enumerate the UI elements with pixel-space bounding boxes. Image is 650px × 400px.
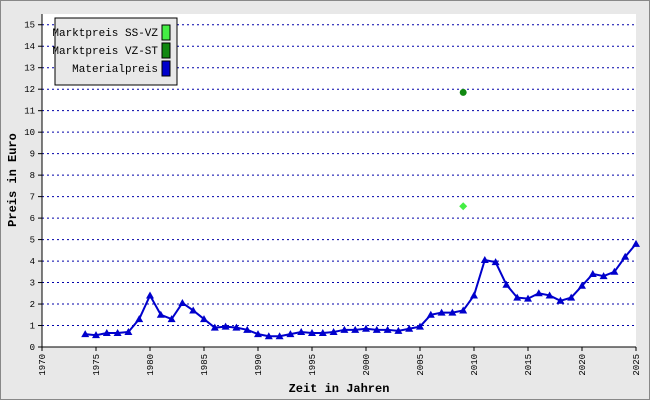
x-tick-label: 2015 xyxy=(524,354,534,376)
marker xyxy=(264,332,273,340)
marker xyxy=(200,315,208,323)
marker xyxy=(146,291,154,299)
x-tick-label: 1970 xyxy=(38,354,48,376)
marker xyxy=(578,281,586,289)
legend-swatch xyxy=(161,24,171,41)
marker xyxy=(275,332,284,340)
marker xyxy=(340,325,349,333)
y-tick-label: 5 xyxy=(30,236,35,246)
y-tick-label: 1 xyxy=(30,322,35,332)
x-tick-label: 1980 xyxy=(146,354,156,376)
x-tick-label: 1975 xyxy=(92,354,102,376)
marker xyxy=(329,327,338,335)
marker xyxy=(124,327,133,335)
legend-swatch xyxy=(161,60,171,77)
y-tick-label: 0 xyxy=(30,343,35,353)
x-tick-label: 2020 xyxy=(578,354,588,376)
marker xyxy=(210,323,219,331)
legend-label: Marktpreis SS-VZ xyxy=(52,28,158,40)
marker xyxy=(178,298,187,306)
y-tick-label: 7 xyxy=(30,193,35,203)
y-tick-label: 3 xyxy=(30,279,35,289)
marker xyxy=(502,280,511,288)
x-axis-title: Zeit in Jahren xyxy=(289,382,390,396)
y-tick-label: 4 xyxy=(30,257,35,267)
series-line xyxy=(85,243,637,338)
marker xyxy=(416,322,424,330)
marker xyxy=(189,306,198,314)
legend-label: Materialpreis xyxy=(72,64,158,76)
legend-swatch xyxy=(161,42,171,59)
marker xyxy=(286,330,295,338)
legend-label: Marktpreis VZ-ST xyxy=(52,46,158,58)
marker xyxy=(588,269,597,277)
marker xyxy=(491,258,500,266)
y-tick-label: 14 xyxy=(24,42,35,52)
x-tick-label: 2010 xyxy=(470,354,480,376)
marker xyxy=(437,308,446,316)
marker xyxy=(459,306,468,314)
marker xyxy=(221,322,230,330)
x-tick-label: 2005 xyxy=(416,354,426,376)
marker xyxy=(232,323,241,331)
marker xyxy=(92,331,100,339)
marker xyxy=(610,267,619,275)
marker xyxy=(534,289,543,297)
marker xyxy=(448,308,457,316)
marker xyxy=(459,202,468,211)
y-tick-label: 10 xyxy=(24,128,35,138)
marker xyxy=(480,255,489,263)
marker xyxy=(81,330,90,338)
marker xyxy=(243,325,252,333)
marker xyxy=(135,315,144,323)
marker xyxy=(297,327,306,335)
marker xyxy=(383,325,392,333)
legend-box xyxy=(54,17,178,86)
y-tick-label: 9 xyxy=(30,150,35,160)
marker xyxy=(113,329,122,337)
y-tick-label: 6 xyxy=(30,214,35,224)
marker xyxy=(567,293,576,301)
marker xyxy=(394,326,403,334)
marker xyxy=(632,239,640,247)
marker xyxy=(513,293,522,301)
marker xyxy=(426,310,435,318)
marker xyxy=(167,315,176,323)
y-tick-label: 15 xyxy=(24,21,35,31)
marker xyxy=(372,325,381,333)
marker xyxy=(470,291,478,299)
marker xyxy=(545,291,554,299)
marker xyxy=(102,329,111,337)
marker xyxy=(156,310,165,318)
marker xyxy=(318,329,327,337)
x-tick-label: 1995 xyxy=(308,354,318,376)
marker xyxy=(459,88,467,96)
marker xyxy=(405,324,414,332)
y-tick-label: 11 xyxy=(24,107,35,117)
marker xyxy=(621,252,630,260)
marker xyxy=(524,294,532,302)
marker xyxy=(599,272,608,280)
x-tick-label: 1985 xyxy=(200,354,210,376)
x-tick-label: 2000 xyxy=(362,354,372,376)
x-tick-label: 1990 xyxy=(254,354,264,376)
marker xyxy=(254,330,262,338)
x-tick-label: 2025 xyxy=(632,354,642,376)
y-tick-label: 13 xyxy=(24,64,35,74)
y-tick-label: 2 xyxy=(30,300,35,310)
marker xyxy=(556,296,565,304)
marker xyxy=(362,324,370,332)
marker xyxy=(308,329,316,337)
marker xyxy=(351,325,360,333)
y-tick-label: 8 xyxy=(30,171,35,181)
y-tick-label: 12 xyxy=(24,85,35,95)
y-axis-title: Preis in Euro xyxy=(6,133,20,227)
